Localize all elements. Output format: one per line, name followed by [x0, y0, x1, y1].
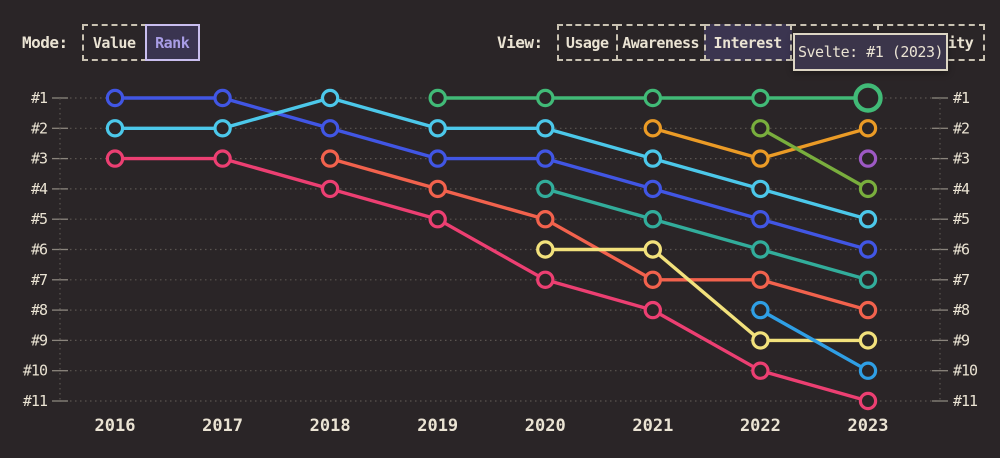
- data-point-pink-2019[interactable]: [428, 209, 447, 229]
- tooltip: Svelte: #1 (2023): [793, 33, 948, 71]
- x-axis-label-2019: 2019: [417, 416, 458, 436]
- x-axis-label-2021: 2021: [632, 416, 673, 436]
- y-axis-left-label: #6: [31, 241, 48, 259]
- data-point-pink-2020[interactable]: [536, 270, 555, 289]
- y-axis-right-label: #3: [953, 150, 969, 168]
- series-line-teal: [543, 187, 870, 282]
- y-axis-right-label: #2: [953, 119, 969, 137]
- data-point-svelte-green-2021[interactable]: [643, 88, 663, 108]
- data-point-cyan-2017[interactable]: [213, 119, 232, 138]
- y-axis-left-label: #11: [23, 392, 48, 410]
- x-axis-label-2023: 2023: [848, 416, 889, 436]
- data-point-salmon-2021[interactable]: [643, 270, 663, 289]
- data-point-orange-2022[interactable]: [751, 149, 770, 168]
- y-axis-left-label: #4: [31, 180, 48, 198]
- y-axis-left-label: #7: [31, 271, 47, 289]
- y-axis-right-label: #9: [953, 331, 970, 349]
- data-point-cyan-2023[interactable]: [858, 209, 878, 229]
- data-point-cyan-2020[interactable]: [536, 119, 555, 138]
- data-point-lime-2023[interactable]: [858, 179, 878, 199]
- series-line-lime: [758, 126, 870, 191]
- series-line-sky-blue: [758, 308, 870, 373]
- data-point-pink-2018[interactable]: [320, 179, 340, 199]
- data-point-royal-blue-2019[interactable]: [428, 149, 447, 168]
- y-axis-left-label: #10: [23, 362, 48, 380]
- y-axis-right-label: #1: [953, 89, 970, 107]
- data-point-teal-2022[interactable]: [751, 240, 770, 259]
- data-point-royal-blue-2023[interactable]: [858, 240, 878, 259]
- data-point-svelte-green-2020[interactable]: [536, 88, 555, 108]
- data-point-lime-2022[interactable]: [751, 119, 770, 138]
- data-point-cyan-2022[interactable]: [751, 179, 770, 199]
- data-point-royal-blue-2021[interactable]: [643, 179, 663, 199]
- y-axis-left-label: #5: [31, 210, 47, 228]
- highlighted-data-point-svelte-green-2023[interactable]: [853, 83, 883, 113]
- data-point-teal-2020[interactable]: [536, 179, 555, 199]
- x-axis-label-2022: 2022: [740, 416, 781, 436]
- view-option-interest[interactable]: Interest: [703, 24, 792, 61]
- data-point-yellow-2020[interactable]: [536, 240, 555, 259]
- data-point-yellow-2023[interactable]: [858, 331, 878, 350]
- y-axis-right-label: #4: [953, 180, 970, 198]
- view-option-awareness[interactable]: Awareness: [615, 24, 706, 61]
- data-point-orange-2023[interactable]: [858, 119, 878, 138]
- data-point-royal-blue-2022[interactable]: [751, 209, 770, 229]
- data-point-salmon-2020[interactable]: [536, 209, 555, 229]
- data-point-cyan-2016[interactable]: [105, 119, 125, 138]
- y-axis-left-label: #9: [31, 331, 48, 349]
- data-point-purple-2023[interactable]: [858, 149, 878, 168]
- y-axis-right-label: #6: [953, 241, 970, 259]
- data-point-royal-blue-2017[interactable]: [213, 88, 232, 108]
- series-line-salmon: [328, 156, 870, 312]
- data-point-pink-2023[interactable]: [858, 391, 878, 411]
- data-point-teal-2021[interactable]: [643, 209, 663, 229]
- series-line-royal-blue: [113, 96, 870, 252]
- data-point-salmon-2022[interactable]: [751, 270, 770, 289]
- data-point-sky-blue-2022[interactable]: [751, 300, 770, 320]
- y-axis-left-label: #1: [31, 89, 48, 107]
- y-axis-left-label: #8: [31, 301, 48, 319]
- y-axis-left-label: #2: [31, 119, 47, 137]
- data-point-royal-blue-2018[interactable]: [320, 119, 340, 138]
- series-line-pink: [113, 156, 870, 403]
- y-axis-right-label: #8: [953, 301, 970, 319]
- y-axis-left-label: #3: [31, 150, 47, 168]
- data-point-royal-blue-2016[interactable]: [105, 88, 125, 108]
- data-point-teal-2023[interactable]: [858, 270, 878, 289]
- data-point-svelte-green-2022[interactable]: [751, 88, 770, 108]
- data-point-pink-2021[interactable]: [643, 300, 663, 320]
- data-point-cyan-2018[interactable]: [320, 88, 340, 108]
- x-axis-label-2020: 2020: [525, 416, 566, 436]
- data-point-pink-2017[interactable]: [213, 149, 232, 168]
- data-point-orange-2021[interactable]: [643, 119, 663, 138]
- y-axis-right-label: #10: [953, 362, 978, 380]
- series-line-cyan: [113, 96, 870, 221]
- y-axis-right-label: #7: [953, 271, 969, 289]
- data-point-salmon-2023[interactable]: [858, 300, 878, 320]
- x-axis-label-2017: 2017: [202, 416, 243, 436]
- data-point-pink-2022[interactable]: [751, 361, 770, 380]
- y-axis-right-label: #11: [953, 392, 978, 410]
- view-option-usage[interactable]: Usage: [556, 24, 618, 61]
- data-point-sky-blue-2023[interactable]: [858, 361, 878, 380]
- data-point-svelte-green-2019[interactable]: [428, 88, 447, 108]
- data-point-salmon-2018[interactable]: [320, 149, 340, 168]
- y-axis-right-label: #5: [953, 210, 969, 228]
- data-point-royal-blue-2020[interactable]: [536, 149, 555, 168]
- data-point-cyan-2021[interactable]: [643, 149, 663, 168]
- mode-option-rank[interactable]: Rank: [144, 24, 200, 61]
- mode-switcher: Mode: Value Rank: [22, 24, 200, 61]
- mode-option-value[interactable]: Value: [81, 24, 147, 61]
- tooltip-text: Svelte: #1 (2023): [797, 43, 944, 61]
- mode-label: Mode:: [22, 33, 68, 52]
- data-point-yellow-2021[interactable]: [643, 240, 663, 259]
- view-label: View:: [497, 33, 543, 52]
- data-point-cyan-2019[interactable]: [428, 119, 447, 138]
- data-point-salmon-2019[interactable]: [428, 179, 447, 199]
- data-point-yellow-2022[interactable]: [751, 331, 770, 350]
- x-axis-label-2016: 2016: [95, 416, 136, 436]
- data-point-pink-2016[interactable]: [105, 149, 125, 168]
- x-axis-label-2018: 2018: [310, 416, 351, 436]
